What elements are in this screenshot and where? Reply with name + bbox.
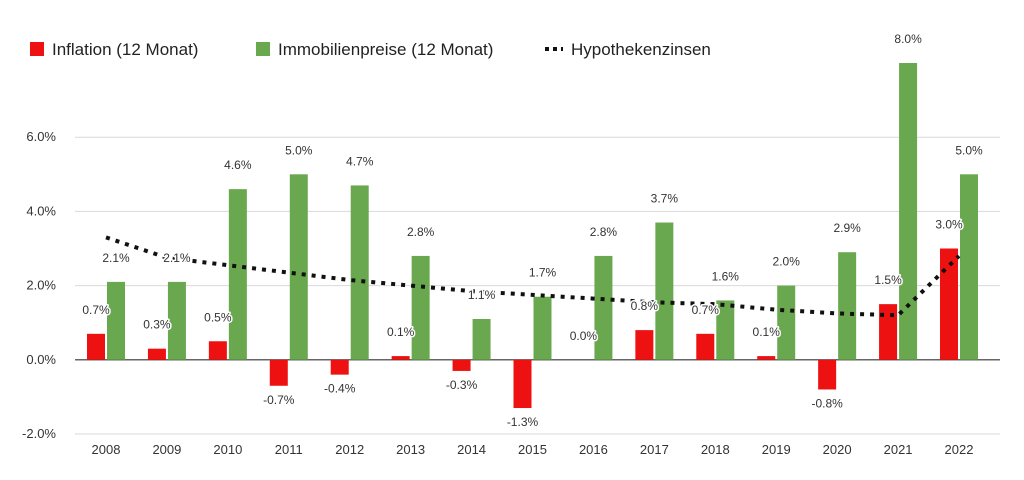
- inflation-data-label: 0.5%: [204, 310, 232, 324]
- immobilienpreise-data-label: 2.1%: [163, 251, 191, 265]
- x-tick-label: 2012: [335, 442, 364, 457]
- immobilienpreise-bar: [167, 281, 186, 360]
- y-tick-label: -2.0%: [22, 426, 56, 441]
- x-tick-label: 2014: [457, 442, 486, 457]
- legend: Inflation (12 Monat) Immobilienpreise (12…: [30, 40, 711, 59]
- inflation-bar: [818, 359, 837, 390]
- inflation-bar: [696, 333, 715, 360]
- inflation-bar: [757, 356, 776, 360]
- inflation-data-label: -0.7%: [263, 393, 295, 407]
- immobilienpreise-bar: [472, 318, 491, 360]
- inflation-data-label: -0.4%: [324, 382, 356, 396]
- inflation-data-label: 1.5%: [874, 273, 902, 287]
- y-tick-label: 6.0%: [26, 129, 56, 144]
- x-tick-label: 2013: [396, 442, 425, 457]
- inflation-bar: [147, 348, 166, 360]
- x-tick-label: 2011: [275, 442, 303, 457]
- inflation-data-label: 0.1%: [753, 325, 781, 339]
- immobilienpreise-data-label: 2.8%: [590, 225, 618, 239]
- inflation-bar: [269, 359, 288, 386]
- immobilienpreise-bar: [899, 63, 918, 360]
- x-tick-label: 2021: [884, 442, 913, 457]
- immobilienpreise-bar: [655, 222, 674, 360]
- hypothekenzinsen-line: [105, 235, 961, 318]
- inflation-data-label: 0.1%: [387, 325, 415, 339]
- inflation-bar: [940, 248, 958, 360]
- legend-label-inflation: Inflation (12 Monat): [52, 40, 198, 59]
- gridlines: [75, 136, 1000, 435]
- x-tick-label: 2018: [701, 442, 730, 457]
- legend-swatch-inflation: [30, 42, 44, 56]
- immobilienpreise-bar: [594, 255, 613, 360]
- inflation-bar: [879, 304, 898, 360]
- y-tick-label: 0.0%: [26, 352, 56, 367]
- immobilienpreise-data-label: 4.6%: [224, 158, 252, 172]
- inflation-data-label: 0.0%: [570, 329, 598, 343]
- immobilienpreise-data-label: 8.0%: [894, 32, 922, 46]
- immobilienpreise-data-label: 1.6%: [712, 269, 740, 283]
- x-tick-label: 2020: [823, 442, 852, 457]
- inflation-data-label: -0.8%: [811, 396, 843, 410]
- inflation-bar: [513, 359, 532, 409]
- immobilienpreise-data-label: 1.7%: [529, 266, 557, 280]
- bars: [87, 63, 978, 409]
- inflation-data-label: 0.7%: [82, 303, 110, 317]
- immobilienpreise-data-label: 3.7%: [651, 192, 679, 206]
- inflation-bar: [452, 359, 471, 371]
- immobilienpreise-bar: [960, 174, 978, 360]
- inflation-data-label: 0.3%: [143, 318, 171, 332]
- immobilienpreise-bar: [289, 174, 308, 360]
- immobilienpreise-bar: [716, 300, 735, 360]
- data-labels: 0.7% 0.3% 0.5% -0.7% -0.4% 0.1% -0.3% -1.3% 0.0%…: [81, 31, 985, 431]
- immobilienpreise-data-label: 2.8%: [407, 225, 435, 239]
- immobilienpreise-bar: [838, 252, 857, 360]
- immobilienpreise-data-label: 4.7%: [346, 154, 374, 168]
- legend-swatch-immobilienpreise: [256, 42, 270, 56]
- inflation-bar: [87, 333, 105, 360]
- inflation-bar: [208, 341, 227, 360]
- immobilienpreise-data-label: 1.1%: [468, 288, 496, 302]
- inflation-bar: [391, 356, 410, 360]
- y-tick-label: 4.0%: [26, 203, 56, 218]
- inflation-data-label: 0.8%: [631, 299, 659, 313]
- immobilienpreise-bar: [228, 189, 247, 360]
- x-tick-label: 2008: [92, 442, 121, 457]
- inflation-bar: [330, 359, 349, 375]
- immobilienpreise-data-label: 2.0%: [773, 255, 801, 269]
- legend-label-immobilienpreise: Immobilienpreise (12 Monat): [278, 40, 493, 59]
- inflation-data-label: 0.7%: [692, 303, 720, 317]
- x-tick-label: 2010: [213, 442, 242, 457]
- immobilienpreise-bar: [411, 255, 430, 360]
- inflation-data-label: 3.0%: [935, 218, 963, 232]
- immobilienpreise-data-label: 5.0%: [955, 143, 983, 157]
- immobilienpreise-bar: [107, 281, 125, 360]
- inflation-data-label: -1.3%: [507, 415, 539, 429]
- immobilienpreise-data-label: 2.1%: [102, 251, 130, 265]
- immobilienpreise-bar: [533, 296, 552, 360]
- legend-label-hypothekenzinsen: Hypothekenzinsen: [571, 40, 711, 59]
- x-tick-label: 2022: [945, 442, 974, 457]
- y-tick-label: 2.0%: [26, 278, 56, 293]
- immobilienpreise-data-label: 2.9%: [833, 221, 861, 235]
- inflation-bar: [635, 330, 654, 360]
- x-tick-label: 2019: [762, 442, 791, 457]
- immobilienpreise-data-label: 5.0%: [285, 143, 313, 157]
- x-tick-label: 2015: [518, 442, 547, 457]
- immobilienpreise-bar: [777, 285, 796, 360]
- x-tick-label: 2016: [579, 442, 608, 457]
- immobilienpreise-bar: [350, 185, 369, 360]
- x-tick-label: 2017: [640, 442, 669, 457]
- inflation-data-label: -0.3%: [446, 378, 478, 392]
- x-tick-label: 2009: [152, 442, 181, 457]
